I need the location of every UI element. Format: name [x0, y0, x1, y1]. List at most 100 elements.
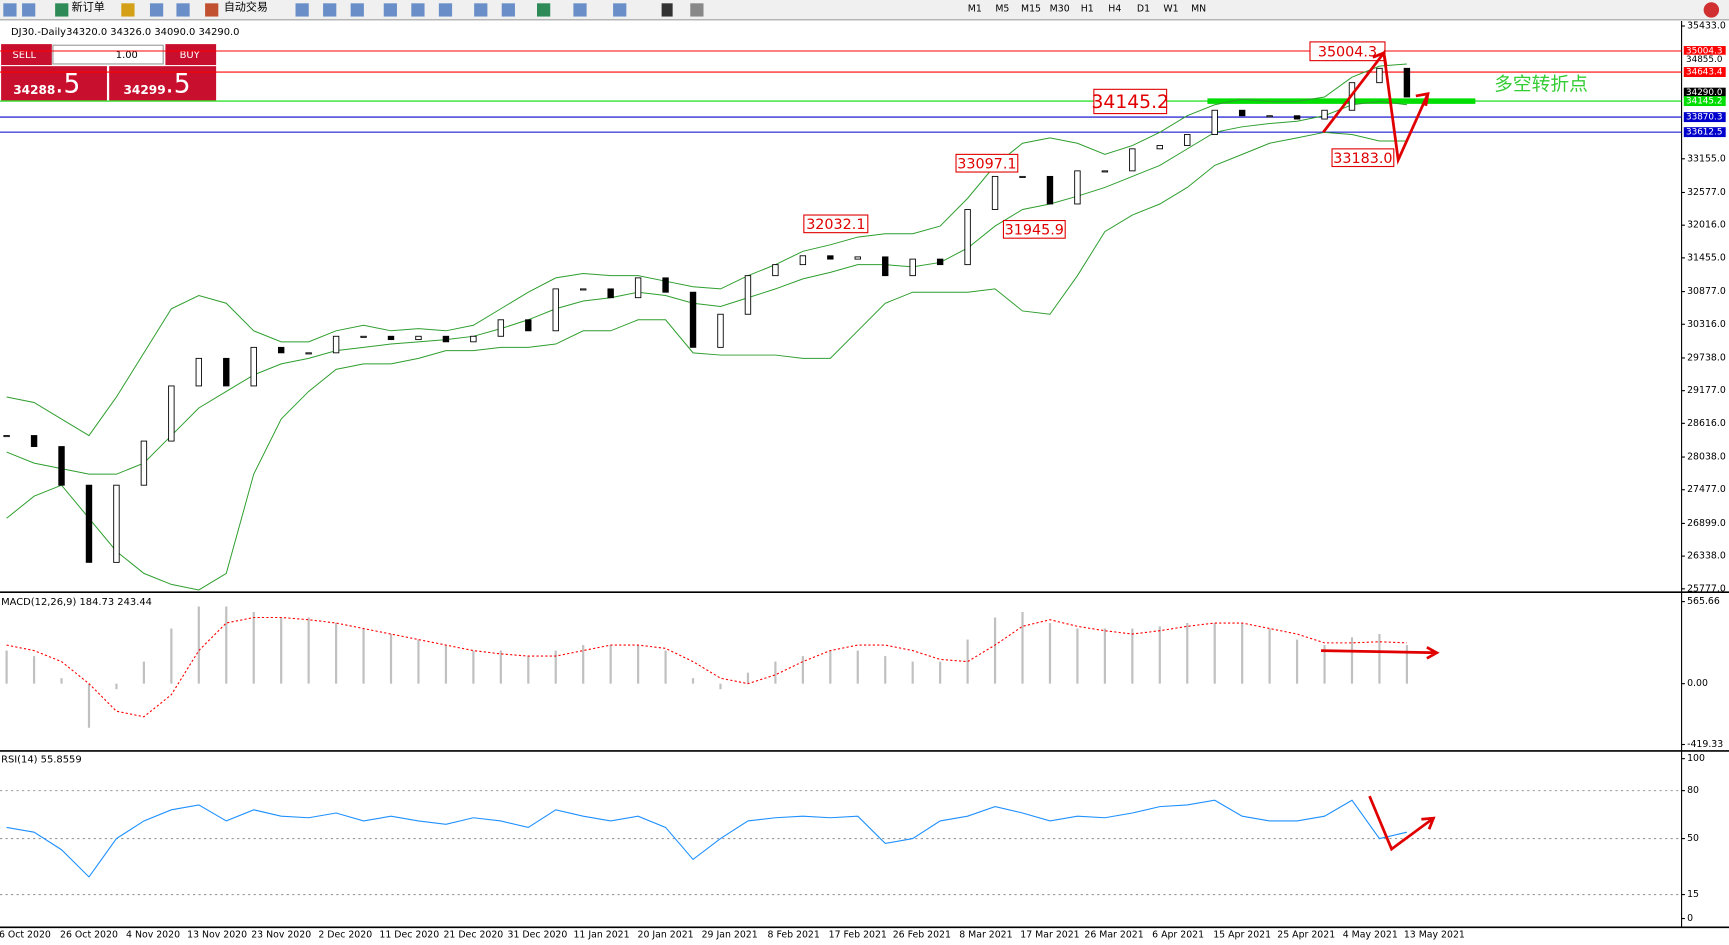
timeframe-button[interactable]: W1: [1163, 3, 1178, 14]
macd-signal: [6, 616, 1407, 718]
timeframe-button[interactable]: M5: [995, 3, 1009, 14]
new-order[interactable]: 新订单: [72, 0, 105, 14]
x-tick-label: 31 Dec 2020: [508, 930, 568, 941]
x-tick-label: 6 Apr 2021: [1152, 930, 1204, 941]
level-label-box: [1683, 127, 1726, 138]
candle: [1129, 148, 1136, 172]
icon[interactable]: [55, 3, 69, 17]
icon[interactable]: [323, 3, 337, 17]
rsi-line: [6, 799, 1408, 878]
bid-price: 34288: [13, 83, 55, 97]
icon[interactable]: [121, 3, 135, 17]
timeframe-button[interactable]: D1: [1137, 3, 1150, 14]
x-tick-label: 6 Oct 2020: [0, 930, 51, 941]
y-tick-label: 31455.0: [1687, 252, 1726, 263]
level-label: 34855.0: [1686, 55, 1723, 65]
buy-button[interactable]: [165, 44, 217, 66]
y-tick-label: -419.33: [1687, 739, 1723, 750]
candle: [991, 175, 999, 210]
icon[interactable]: [383, 3, 397, 17]
icon[interactable]: [411, 3, 425, 17]
candle: [305, 352, 312, 355]
timeframe-button[interactable]: H1: [1081, 3, 1094, 14]
candle: [882, 256, 889, 277]
candle: [1046, 175, 1054, 205]
level-label-box: [1683, 67, 1726, 78]
level-label: 34290.0: [1686, 88, 1723, 98]
y-tick-label: 80: [1687, 785, 1699, 796]
candle: [717, 313, 724, 348]
candle: [1376, 67, 1383, 84]
y-tick-label: 25777.0: [1687, 583, 1726, 594]
lot-box[interactable]: [52, 44, 164, 65]
rsi-title: RSI(14) 55.8559: [1, 755, 82, 766]
candle: [1184, 134, 1191, 146]
icon[interactable]: [474, 3, 488, 17]
auto-trade[interactable]: 自动交易: [224, 0, 268, 14]
timeframe-button[interactable]: M1: [968, 3, 982, 14]
icon[interactable]: [661, 3, 673, 17]
annotation: 34145.2: [1092, 92, 1169, 113]
candle: [1211, 109, 1218, 135]
candle: [3, 435, 10, 438]
level-label-box: [1683, 46, 1726, 56]
timeframe-button[interactable]: H4: [1108, 3, 1121, 14]
alert-icon[interactable]: [1703, 2, 1720, 18]
candle: [1101, 170, 1109, 173]
y-tick-label: 26338.0: [1687, 551, 1726, 562]
icon[interactable]: [573, 3, 587, 17]
x-tick-label: 11 Jan 2021: [573, 930, 629, 941]
buy-label[interactable]: BUY: [180, 50, 201, 61]
icon[interactable]: [501, 3, 515, 17]
candle: [168, 385, 175, 442]
sell-button[interactable]: [1, 44, 52, 66]
icon[interactable]: [350, 3, 364, 17]
annotation-box: [803, 214, 869, 234]
icon[interactable]: [690, 3, 704, 17]
icon[interactable]: [149, 3, 164, 17]
y-tick-label: 30316.0: [1687, 319, 1726, 330]
x-tick-label: 8 Mar 2021: [959, 930, 1012, 941]
level-label-box: [1683, 54, 1726, 65]
icon[interactable]: [176, 3, 190, 17]
candle: [1321, 109, 1328, 120]
timeframe-button[interactable]: MN: [1191, 3, 1206, 14]
candle: [580, 288, 587, 291]
timeframe-button[interactable]: M15: [1021, 3, 1041, 14]
bid-fraction: .5: [55, 68, 80, 99]
x-tick-label: 4 May 2021: [1343, 930, 1398, 941]
y-tick-label: 33155.0: [1687, 153, 1726, 164]
candle: [30, 435, 38, 447]
x-tick-label: 11 Dec 2020: [379, 930, 439, 941]
level-label-box: [1683, 87, 1726, 98]
x-tick-label: 23 Nov 2020: [251, 930, 311, 941]
bollinger-upper: [6, 63, 1407, 437]
candle: [1074, 170, 1081, 205]
x-tick-label: 29 Jan 2021: [702, 930, 758, 941]
icon[interactable]: [613, 3, 627, 17]
sell-label[interactable]: SELL: [12, 50, 36, 61]
x-tick-label: 13 Nov 2020: [187, 930, 247, 941]
icon[interactable]: [438, 3, 453, 17]
lot-value[interactable]: 1.00: [116, 50, 138, 61]
icon[interactable]: [22, 3, 36, 17]
icon[interactable]: [537, 3, 551, 17]
candle: [525, 319, 532, 332]
icon[interactable]: [3, 3, 17, 17]
annotation: 33183.0: [1333, 151, 1392, 167]
candle: [277, 346, 285, 354]
x-tick-label: 17 Feb 2021: [829, 930, 887, 941]
level-label: 34643.4: [1686, 68, 1723, 78]
red-arrow: [1320, 646, 1440, 660]
icon[interactable]: [205, 3, 219, 17]
ask-price: 34299: [124, 83, 166, 97]
macd-title: MACD(12,26,9) 184.73 243.44: [1, 597, 152, 608]
x-tick-label: 25 Apr 2021: [1277, 930, 1335, 941]
timeframe-button[interactable]: M30: [1050, 3, 1070, 14]
y-tick-label: 32016.0: [1687, 220, 1726, 231]
candle: [387, 335, 395, 341]
icon[interactable]: [295, 3, 309, 17]
annotation: 31945.9: [1005, 222, 1064, 238]
ask-fraction: .5: [165, 68, 190, 99]
